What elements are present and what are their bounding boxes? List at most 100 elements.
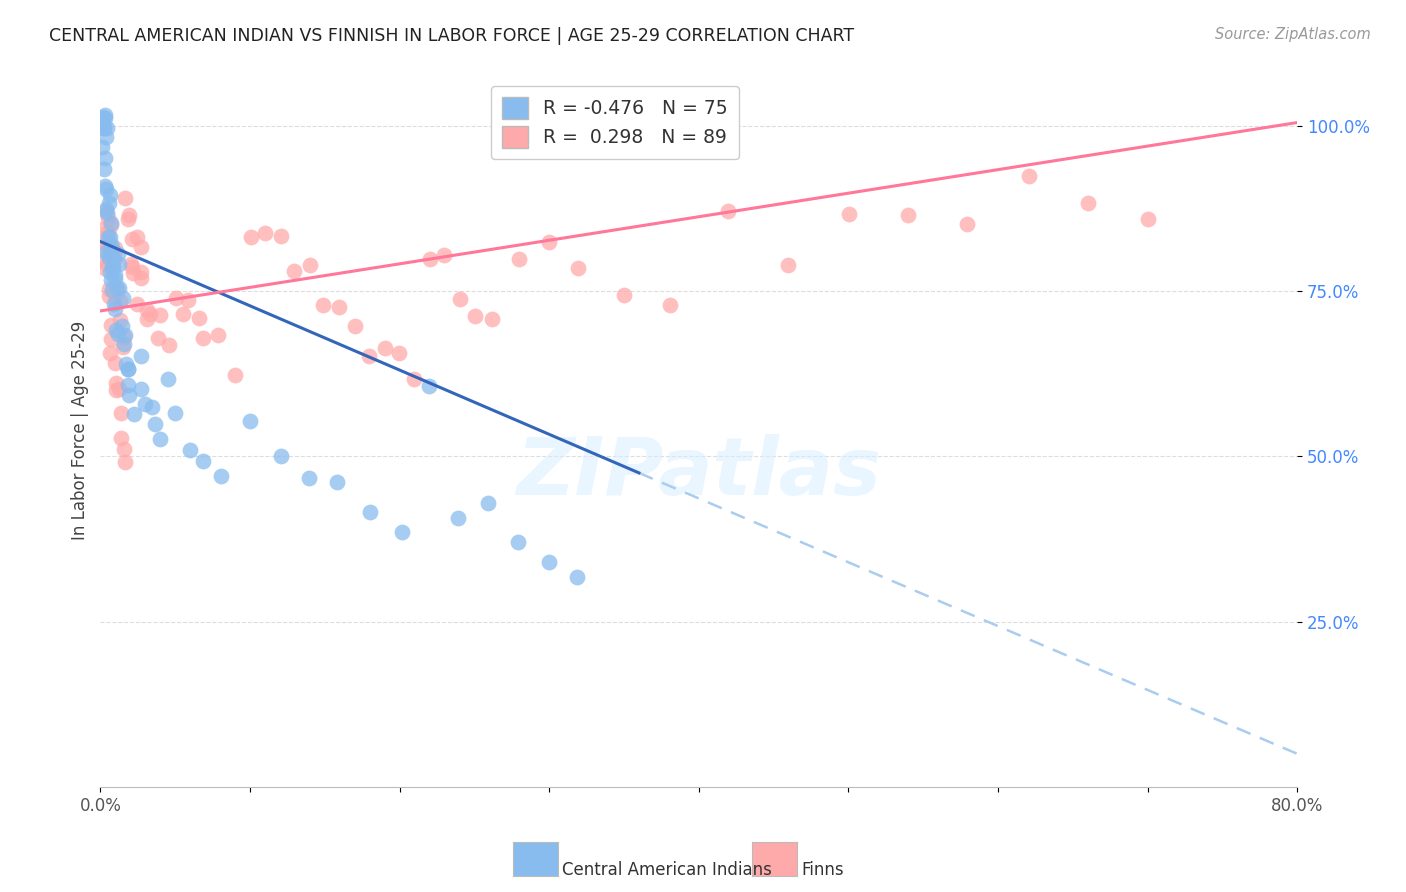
Point	[110, 405, 132, 419]
Point	[567, 570, 589, 584]
Point	[101, 252, 124, 266]
Point	[114, 455, 136, 469]
Point	[96, 181, 118, 195]
Point	[110, 431, 132, 445]
Point	[778, 258, 800, 272]
Point	[100, 318, 122, 333]
Point	[96, 129, 118, 144]
Point	[149, 308, 172, 322]
Point	[418, 379, 440, 393]
Point	[717, 203, 740, 218]
Point	[117, 211, 139, 226]
Point	[567, 260, 589, 275]
Point	[108, 294, 131, 309]
Point	[97, 282, 120, 296]
Point	[97, 245, 120, 260]
Point	[90, 115, 112, 129]
Point	[136, 311, 159, 326]
Point	[129, 240, 152, 254]
Point	[98, 229, 121, 244]
Point	[129, 271, 152, 285]
Point	[146, 331, 169, 345]
Text: Central American Indians: Central American Indians	[562, 861, 772, 879]
Point	[93, 121, 115, 136]
Point	[447, 510, 470, 524]
Point	[97, 211, 120, 226]
Point	[93, 121, 115, 136]
Point	[117, 362, 139, 376]
Point	[104, 271, 127, 285]
Point	[283, 264, 305, 278]
Point	[419, 252, 441, 266]
Point	[100, 273, 122, 287]
Point	[97, 288, 120, 302]
Point	[91, 114, 114, 128]
Point	[1018, 169, 1040, 183]
Point	[118, 388, 141, 402]
Point	[209, 468, 232, 483]
Point	[122, 266, 145, 280]
Point	[107, 382, 129, 396]
Point	[1137, 211, 1160, 226]
Point	[94, 111, 117, 125]
Point	[134, 397, 156, 411]
Point	[207, 328, 229, 343]
Point	[135, 302, 157, 317]
Point	[97, 196, 120, 211]
Point	[112, 329, 135, 343]
Point	[254, 226, 277, 240]
Point	[359, 505, 381, 519]
Point	[90, 235, 112, 249]
Point	[156, 372, 179, 386]
Point	[537, 555, 560, 569]
Point	[172, 307, 194, 321]
Point	[101, 241, 124, 255]
Point	[94, 108, 117, 122]
Point	[120, 257, 142, 271]
Point	[240, 229, 263, 244]
Point	[129, 382, 152, 396]
Point	[104, 384, 127, 398]
Point	[191, 453, 214, 467]
Point	[96, 230, 118, 244]
Point	[98, 265, 121, 279]
Point	[359, 349, 381, 363]
Point	[93, 220, 115, 235]
Point	[90, 252, 112, 267]
Point	[270, 449, 292, 463]
Point	[101, 283, 124, 297]
Point	[96, 257, 118, 271]
Point	[402, 372, 425, 386]
Point	[104, 241, 127, 255]
Point	[98, 251, 121, 265]
Point	[111, 340, 134, 354]
Point	[1077, 195, 1099, 210]
Point	[374, 341, 396, 355]
Point	[188, 311, 211, 326]
Point	[104, 289, 127, 303]
Point	[312, 298, 335, 312]
Point	[105, 376, 128, 390]
Text: Source: ZipAtlas.com: Source: ZipAtlas.com	[1215, 27, 1371, 42]
Point	[114, 328, 136, 343]
Point	[163, 406, 186, 420]
Point	[117, 362, 139, 376]
Point	[97, 237, 120, 252]
Point	[122, 407, 145, 421]
Point	[105, 283, 128, 297]
Point	[298, 471, 321, 485]
Point	[112, 336, 135, 351]
Point	[114, 357, 136, 371]
Point	[96, 121, 118, 136]
Point	[149, 432, 172, 446]
Point	[328, 300, 350, 314]
Point	[107, 247, 129, 261]
Point	[129, 265, 152, 279]
Point	[104, 356, 127, 370]
Point	[107, 326, 129, 341]
Point	[117, 377, 139, 392]
Point	[613, 287, 636, 301]
Point	[105, 281, 128, 295]
Point	[97, 225, 120, 239]
Point	[94, 202, 117, 216]
